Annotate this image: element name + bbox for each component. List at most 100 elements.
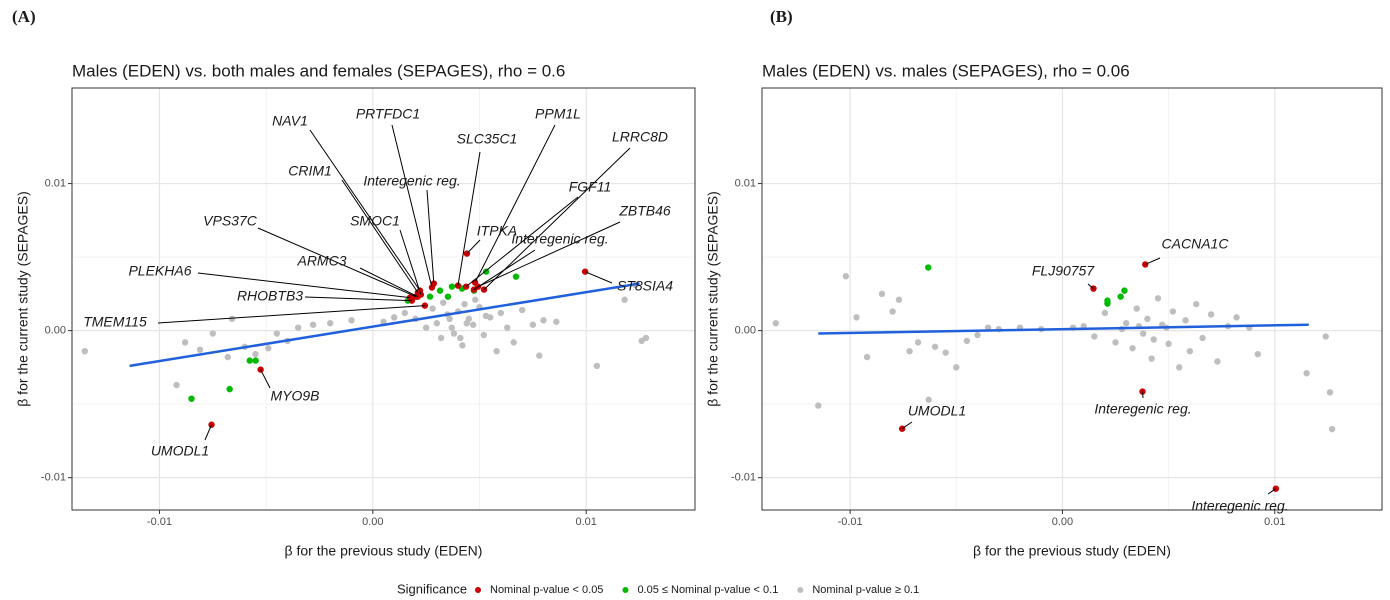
x-tick-label: 0.00	[1052, 516, 1073, 528]
point	[1104, 300, 1111, 307]
x-tick-label: 0.01	[1264, 516, 1285, 528]
leader-line	[483, 147, 631, 290]
x-tick-label: 0.00	[362, 516, 383, 528]
legend-title: Significance	[397, 581, 467, 596]
x-axis-title: β for the previous study (EDEN)	[973, 543, 1171, 559]
leader-line	[474, 124, 556, 283]
leader-line	[477, 221, 621, 288]
point	[252, 350, 259, 358]
legend-label: Nominal p-value ≥ 0.1	[812, 584, 919, 596]
point-label: FGF11	[569, 179, 612, 195]
leader-line	[426, 189, 435, 284]
point	[257, 366, 264, 373]
y-axis-title: β for the current study (SEPAGES)	[705, 191, 721, 407]
point-label: SMOC1	[350, 213, 400, 229]
point-label: CACNA1C	[1162, 236, 1230, 252]
point-label: NAV1	[272, 113, 308, 129]
point-label: ITPKA	[477, 223, 517, 239]
point-label: ZBTB46	[618, 203, 671, 219]
y-tick-label: -0.01	[731, 472, 756, 484]
leader-line	[157, 305, 425, 324]
point	[209, 330, 217, 337]
point	[1121, 287, 1128, 294]
point	[1129, 345, 1136, 352]
point	[593, 362, 601, 370]
point	[429, 305, 436, 312]
point	[463, 320, 470, 327]
point	[536, 352, 543, 359]
point	[1207, 311, 1215, 318]
point	[853, 314, 860, 321]
leader-line	[901, 421, 913, 430]
point	[426, 293, 434, 300]
leader-line	[359, 267, 419, 298]
chart-title: Males (EDEN) vs. both males and females …	[72, 61, 565, 80]
point-label: Interegenic reg.	[1094, 401, 1191, 417]
y-axis-title: β for the current study (SEPAGES)	[15, 191, 31, 407]
point	[815, 402, 822, 409]
point	[510, 339, 517, 346]
plot-border	[71, 87, 696, 511]
leader-line	[457, 151, 481, 286]
point	[1303, 370, 1310, 377]
point	[925, 264, 932, 271]
point	[433, 320, 441, 327]
point	[1117, 293, 1124, 300]
point	[1322, 333, 1329, 340]
point	[518, 306, 526, 314]
point	[480, 331, 487, 339]
y-tick-label: 0.00	[45, 325, 66, 337]
point	[472, 296, 479, 303]
legend-swatch	[475, 587, 481, 593]
leader-line	[309, 129, 421, 291]
point	[228, 315, 236, 323]
point	[273, 330, 281, 337]
point	[906, 347, 913, 355]
x-tick-label: 0.01	[575, 516, 596, 528]
point	[390, 314, 398, 321]
point	[1193, 300, 1200, 308]
point	[1154, 295, 1162, 302]
point	[446, 315, 453, 323]
y-tick-label: 0.01	[45, 177, 66, 189]
leader-line	[197, 272, 411, 299]
leader-line	[1145, 257, 1161, 265]
point	[448, 283, 456, 290]
point	[1101, 309, 1109, 317]
point	[309, 321, 317, 328]
point-label: UMODL1	[908, 403, 966, 419]
chart-title: Males (EDEN) vs. males (SEPAGES), rho = …	[762, 61, 1130, 80]
point	[1133, 305, 1140, 312]
plot-border	[761, 87, 1383, 511]
point-label: UMODL1	[151, 443, 209, 459]
point	[963, 337, 971, 345]
y-tick-label: 0.01	[735, 177, 756, 189]
point	[173, 381, 180, 389]
point	[974, 331, 981, 339]
point	[482, 312, 490, 320]
point	[642, 334, 650, 342]
point-label: Interegenic reg.	[1191, 498, 1288, 514]
leader-line	[341, 179, 419, 293]
point	[1233, 314, 1240, 321]
point	[1254, 350, 1261, 358]
point	[1169, 308, 1177, 315]
point-label: SLC35C1	[457, 131, 518, 147]
fit-line	[818, 323, 1309, 335]
point-label: Interegenic reg.	[511, 231, 608, 247]
point	[497, 309, 505, 317]
point	[1326, 389, 1334, 396]
point	[252, 357, 259, 364]
plot-panel	[72, 88, 695, 510]
leader-line	[257, 227, 417, 298]
point	[1165, 340, 1172, 348]
point	[1186, 347, 1194, 355]
panel-tag: (B)	[770, 7, 793, 26]
point	[81, 347, 89, 355]
point	[931, 343, 939, 350]
point	[401, 309, 409, 317]
leader-line	[399, 229, 422, 295]
legend-swatch	[622, 587, 629, 593]
point	[842, 273, 850, 280]
point	[1144, 315, 1151, 323]
